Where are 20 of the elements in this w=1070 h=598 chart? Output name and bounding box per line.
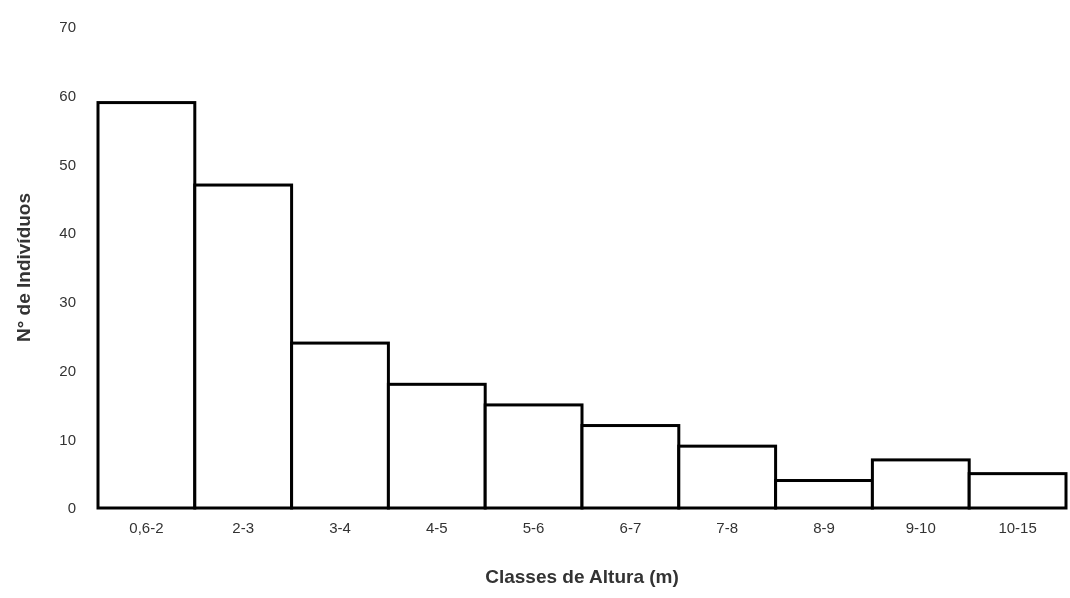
y-tick-label: 10	[59, 430, 76, 448]
y-axis-title: N° de Indivíduos	[13, 192, 34, 343]
x-tick-label: 0,6-2	[129, 519, 164, 536]
x-tick-label: 10-15	[998, 519, 1037, 536]
x-tick-label: 9-10	[905, 519, 936, 536]
y-tick-label: 50	[59, 155, 76, 173]
y-tick-label: 20	[59, 361, 76, 379]
x-tick-label: 6-7	[619, 519, 642, 536]
x-tick-label: 5-6	[522, 519, 545, 536]
y-tick-label: 60	[59, 86, 76, 104]
x-tick-label: 7-8	[716, 519, 739, 536]
y-tick-label: 40	[59, 224, 76, 242]
x-tick-label: 3-4	[329, 519, 351, 536]
x-tick-label: 4-5	[425, 519, 448, 536]
x-axis-title: Classes de Altura (m)	[485, 566, 679, 587]
y-tick-label: 0	[67, 499, 76, 517]
x-tick-label: 8-9	[813, 519, 835, 536]
x-tick-label: 2-3	[232, 519, 255, 536]
y-tick-label: 30	[59, 293, 76, 311]
y-tick-label: 70	[59, 18, 76, 36]
